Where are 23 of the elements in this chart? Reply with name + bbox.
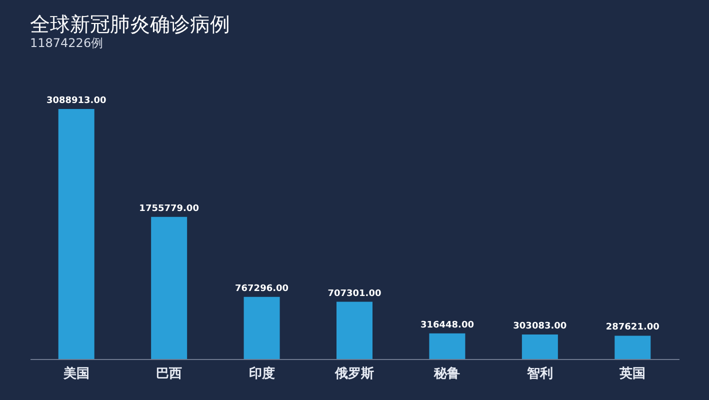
chart-subtitle: 11874226例 xyxy=(30,36,104,50)
data-label: 303083.00 xyxy=(513,321,567,332)
data-label: 3088913.00 xyxy=(46,96,106,106)
x-tick-label: 俄罗斯 xyxy=(334,366,374,382)
data-label: 707301.00 xyxy=(328,288,382,299)
bar xyxy=(151,216,188,359)
bar xyxy=(58,109,94,359)
data-label: 767296.00 xyxy=(235,284,289,294)
x-tick-label: 印度 xyxy=(248,366,275,382)
x-tick-label: 巴西 xyxy=(156,366,182,382)
chart-title: 全球新冠肺炎确诊病例 xyxy=(30,12,230,36)
x-tick-label: 美国 xyxy=(62,366,90,382)
data-label: 287621.00 xyxy=(606,322,660,333)
x-tick-label: 智利 xyxy=(526,366,553,382)
bar xyxy=(522,334,558,359)
bar xyxy=(614,336,651,359)
data-label: 1755779.00 xyxy=(139,204,199,214)
data-label: 316448.00 xyxy=(420,320,474,330)
x-tick-label: 英国 xyxy=(618,366,646,382)
bar xyxy=(244,296,280,359)
x-tick-label: 秘鲁 xyxy=(433,366,460,382)
bar xyxy=(336,302,372,359)
bar xyxy=(429,333,466,359)
